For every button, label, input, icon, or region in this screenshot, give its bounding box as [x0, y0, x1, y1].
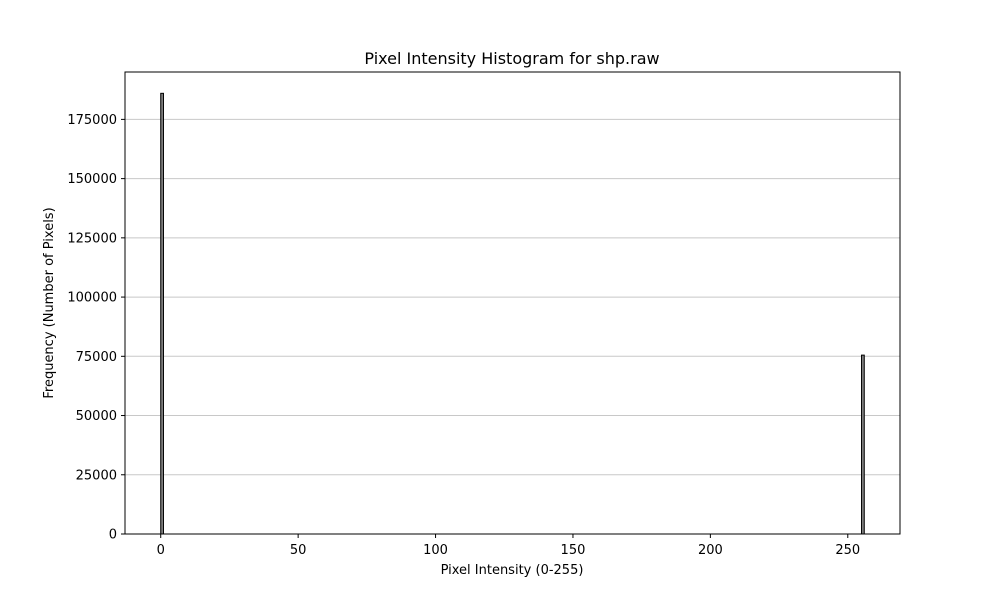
y-tick-label: 150000: [67, 172, 117, 187]
x-tick-label: 100: [423, 543, 448, 558]
y-tick-label: 100000: [67, 291, 117, 306]
y-axis-ticks: 0 25000 50000 75000 100000 125000 150000 175000: [67, 113, 125, 543]
x-tick-label: 50: [290, 543, 307, 558]
y-axis-label: Frequency (Number of Pixels): [42, 207, 57, 398]
chart-title: Pixel Intensity Histogram for shp.raw: [364, 49, 659, 68]
x-tick-label: 250: [835, 543, 860, 558]
plot-frame: [124, 71, 901, 535]
grid-lines: [125, 118, 900, 476]
y-tick-label: 50000: [76, 409, 117, 424]
y-tick-label: 75000: [76, 350, 117, 365]
y-tick-label: 0: [109, 528, 117, 543]
x-tick-label: 0: [157, 543, 165, 558]
y-tick-label: 175000: [67, 113, 117, 128]
bars: [160, 92, 865, 535]
x-tick-label: 150: [561, 543, 586, 558]
x-tick-label: 200: [698, 543, 723, 558]
x-axis-label: Pixel Intensity (0-255): [441, 563, 584, 578]
y-tick-label: 125000: [67, 231, 117, 246]
y-tick-label: 25000: [76, 468, 117, 483]
histogram-bar: [861, 354, 865, 535]
histogram-bar: [160, 92, 164, 535]
x-axis-ticks: 0 50 100 150 200 250: [157, 534, 860, 558]
